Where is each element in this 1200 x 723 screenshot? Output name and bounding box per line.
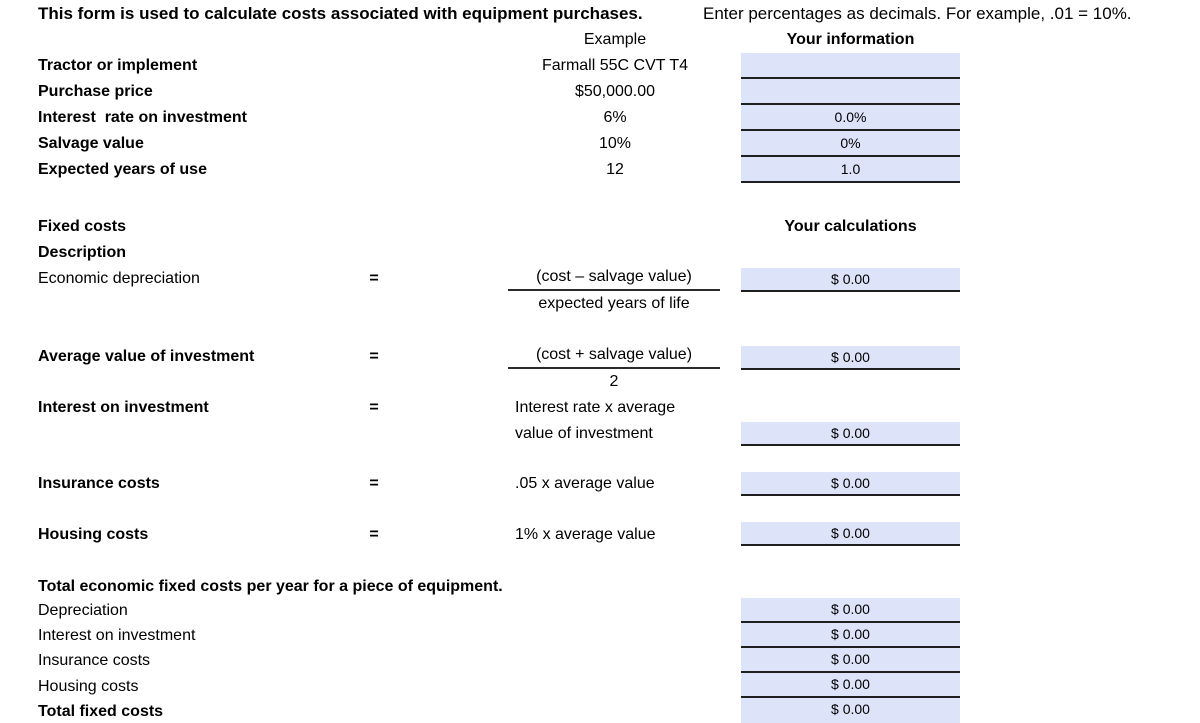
- example-purchase-price: $50,000.00: [574, 83, 656, 100]
- equals-sign: =: [369, 348, 379, 365]
- input-purchase-price[interactable]: [741, 79, 960, 105]
- equals-sign: =: [369, 399, 379, 416]
- label-total-housing: Housing costs: [38, 678, 139, 695]
- label-interest-rate: Interest rate on investment: [38, 109, 247, 126]
- calc-interest-on-investment[interactable]: $ 0.00: [741, 422, 960, 446]
- column-header-your-information: Your information: [786, 31, 915, 48]
- formula-economic-depreciation: (cost – salvage value) expected years of…: [508, 268, 720, 313]
- formula-housing: 1% x average value: [515, 526, 656, 543]
- formula-interest-line2: value of investment: [515, 425, 653, 442]
- equals-sign: =: [369, 270, 379, 287]
- description-heading: Description: [38, 244, 127, 261]
- calc-total-housing[interactable]: $ 0.00: [741, 673, 960, 698]
- form-instructions: Enter percentages as decimals. For examp…: [703, 4, 1132, 23]
- example-salvage-value: 10%: [598, 135, 632, 152]
- label-purchase-price: Purchase price: [38, 83, 153, 100]
- label-insurance-costs: Insurance costs: [38, 475, 160, 492]
- form-title: This form is used to calculate costs ass…: [38, 4, 643, 23]
- input-salvage-value[interactable]: [741, 131, 960, 157]
- totals-heading: Total economic fixed costs per year for …: [38, 578, 503, 595]
- example-expected-years: 12: [606, 161, 624, 178]
- calc-total-depreciation[interactable]: $ 0.00: [741, 598, 960, 623]
- example-tractor: Farmall 55C CVT T4: [541, 57, 689, 74]
- label-total-depreciation: Depreciation: [38, 602, 128, 619]
- label-total-interest: Interest on investment: [38, 627, 196, 644]
- calc-housing-costs[interactable]: $ 0.00: [741, 522, 960, 546]
- label-total-insurance: Insurance costs: [38, 652, 151, 669]
- formula-denominator: 2: [609, 373, 619, 390]
- calc-total-fixed-costs[interactable]: $ 0.00: [741, 698, 960, 723]
- formula-interest-line1: Interest rate x average: [515, 399, 676, 416]
- formula-numerator: (cost + salvage value): [508, 346, 720, 369]
- column-header-your-calculations: Your calculations: [784, 218, 917, 235]
- label-interest-on-investment: Interest on investment: [38, 399, 209, 416]
- calc-economic-depreciation[interactable]: $ 0.00: [741, 268, 960, 292]
- formula-denominator: expected years of life: [538, 295, 690, 312]
- example-interest-rate: 6%: [603, 109, 627, 126]
- calc-average-value[interactable]: $ 0.00: [741, 346, 960, 370]
- calc-insurance-costs[interactable]: $ 0.00: [741, 472, 960, 496]
- label-salvage-value: Salvage value: [38, 135, 144, 152]
- label-economic-depreciation: Economic depreciation: [38, 270, 200, 287]
- calc-total-interest[interactable]: $ 0.00: [741, 623, 960, 648]
- equals-sign: =: [369, 526, 379, 543]
- label-tractor-or-implement: Tractor or implement: [38, 57, 198, 74]
- formula-insurance: .05 x average value: [515, 475, 655, 492]
- input-expected-years[interactable]: [741, 157, 960, 183]
- input-tractor-or-implement[interactable]: [741, 53, 960, 79]
- calc-total-insurance[interactable]: $ 0.00: [741, 648, 960, 673]
- label-average-value: Average value of investment: [38, 348, 255, 365]
- formula-average-value: (cost + salvage value) 2: [508, 346, 720, 391]
- column-header-example: Example: [583, 31, 647, 48]
- label-housing-costs: Housing costs: [38, 526, 149, 543]
- fixed-costs-heading: Fixed costs: [38, 218, 127, 235]
- label-total-fixed-costs: Total fixed costs: [38, 703, 164, 720]
- label-expected-years: Expected years of use: [38, 161, 207, 178]
- formula-numerator: (cost – salvage value): [508, 268, 720, 291]
- equals-sign: =: [369, 475, 379, 492]
- input-interest-rate[interactable]: [741, 105, 960, 131]
